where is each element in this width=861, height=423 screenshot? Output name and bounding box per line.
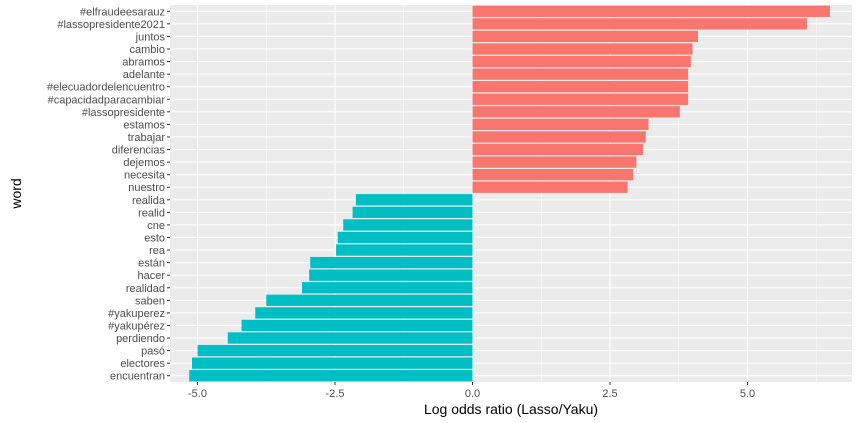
y-tick-label: diferencias (112, 145, 166, 157)
y-tick-label: adelante (123, 69, 165, 81)
x-tick-label: 2.5 (602, 388, 617, 400)
y-tick-label: electores (120, 358, 165, 370)
y-tick-label: trabajar (128, 132, 166, 144)
y-tick-label: realidad (126, 283, 165, 295)
bar-lassopresidente (472, 106, 680, 118)
y-tick-label: cambio (130, 44, 165, 56)
y-tick-label: necesita (124, 170, 166, 182)
y-tick-label: #capacidadparacambiar (48, 94, 166, 106)
bar-pasó (197, 344, 473, 357)
bar-abramos (472, 55, 691, 68)
y-tick-label: estamos (123, 119, 165, 131)
bar-rea (336, 244, 473, 256)
y-axis-title: word (8, 178, 24, 209)
bar-realid (352, 206, 473, 219)
y-tick-label: juntos (135, 31, 166, 43)
y-tick-label: hacer (137, 270, 165, 282)
x-tick-label: 5.0 (740, 388, 755, 400)
y-tick-label: #lassopresidente (82, 107, 165, 119)
y-tick-label: dejemos (123, 157, 165, 169)
bar-cne (343, 219, 473, 231)
y-tick-label: saben (135, 295, 165, 307)
bar-elfraudeesarauz (472, 5, 830, 17)
x-tick-label: -2.5 (326, 388, 345, 400)
bar-lassopresidente2021 (472, 18, 807, 30)
y-tick-label: encuentran (110, 371, 165, 383)
y-tick-label: realida (132, 195, 166, 207)
y-tick-label: están (138, 258, 165, 270)
bar-yakupérez (241, 319, 473, 332)
y-tick-label: #yakupérez (108, 320, 165, 332)
bar-encuentran (189, 370, 473, 382)
bars (189, 5, 830, 382)
plot-panel (170, 5, 852, 382)
y-tick-label: #elecuadordelencuentro (47, 82, 165, 94)
x-axis-title: Log odds ratio (Lasso/Yaku) (424, 401, 598, 417)
y-tick-label: abramos (122, 57, 165, 69)
bar-diferencias (472, 143, 643, 156)
bar-perdiendo (227, 332, 473, 344)
bar-hacer (309, 269, 473, 281)
bar-están (310, 256, 473, 269)
y-tick-label: esto (144, 232, 165, 244)
y-tick-label: cne (147, 220, 165, 232)
bar-yakuperez (255, 307, 473, 319)
y-tick-label: #elfraudeesarauz (80, 6, 165, 18)
y-axis-ticks: #elfraudeesarauz#lassopresidente2021junt… (47, 6, 170, 383)
bar-realida (355, 194, 473, 206)
bar-nuestro (472, 181, 628, 193)
x-axis-ticks: -5.0 -2.5 0.0 2.5 5.0 (188, 382, 755, 400)
bar-elecuadordelencuentro (472, 81, 689, 93)
y-tick-label: #yakuperez (108, 308, 165, 320)
y-tick-label: rea (149, 245, 166, 257)
y-tick-label: nuestro (128, 182, 165, 194)
bar-estamos (472, 118, 649, 131)
bar-capacidadparacambiar (472, 93, 689, 105)
x-tick-label: -5.0 (188, 388, 207, 400)
bar-trabajar (472, 131, 646, 143)
bar-juntos (472, 30, 698, 43)
x-tick-label: 0.0 (465, 388, 480, 400)
bar-saben (266, 294, 473, 306)
bar-electores (192, 357, 473, 369)
y-tick-label: realid (138, 207, 165, 219)
bar-necesita (472, 168, 634, 181)
bar-cambio (472, 43, 693, 55)
bar-adelante (472, 68, 689, 80)
bar-dejemos (472, 156, 637, 168)
y-tick-label: #lassopresidente2021 (57, 19, 165, 31)
y-tick-label: perdiendo (116, 333, 165, 345)
bar-esto (337, 231, 473, 244)
y-tick-label: pasó (141, 346, 165, 358)
bar-realidad (302, 282, 473, 294)
